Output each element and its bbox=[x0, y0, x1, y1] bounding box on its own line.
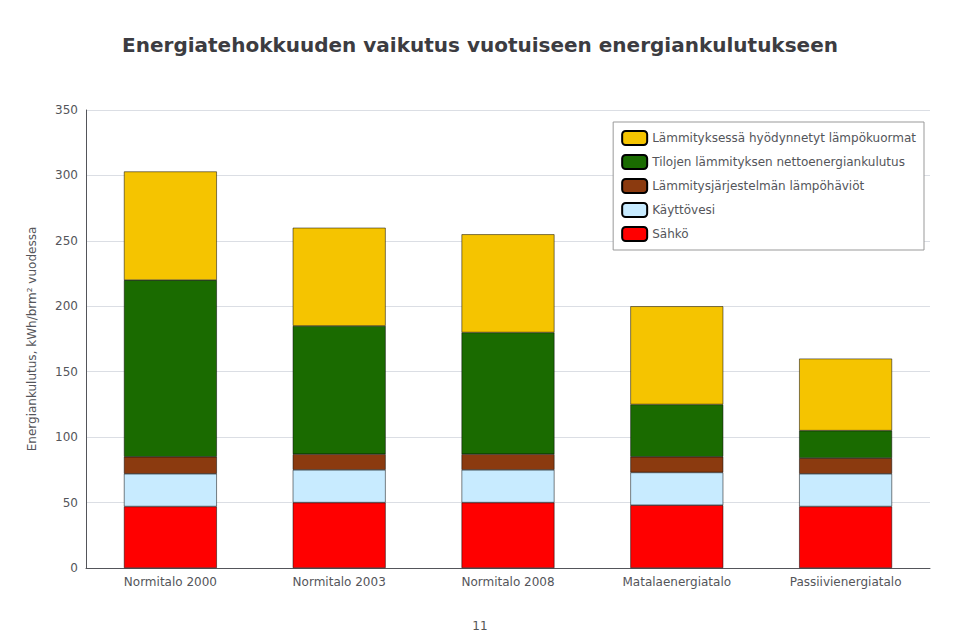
svg-text:50: 50 bbox=[63, 496, 78, 510]
svg-text:Normitalo 2008: Normitalo 2008 bbox=[461, 575, 554, 589]
svg-text:Energiankulutus, kWh/brm² vuod: Energiankulutus, kWh/brm² vuodessa bbox=[25, 227, 39, 452]
svg-text:150: 150 bbox=[55, 365, 78, 379]
svg-text:200: 200 bbox=[55, 299, 78, 313]
svg-text:11: 11 bbox=[472, 619, 487, 633]
svg-text:Lämmityksessä hyödynnetyt lämp: Lämmityksessä hyödynnetyt lämpökuormat bbox=[652, 131, 916, 145]
svg-text:Tilojen lämmityksen nettoenerg: Tilojen lämmityksen nettoenergiankulutus bbox=[651, 155, 905, 169]
svg-text:Passiivienergiatalo: Passiivienergiatalo bbox=[790, 575, 902, 589]
svg-text:Normitalo 2003: Normitalo 2003 bbox=[293, 575, 386, 589]
svg-text:350: 350 bbox=[55, 103, 78, 117]
svg-text:100: 100 bbox=[55, 430, 78, 444]
svg-text:Lämmitysjärjestelmän lämpöhävi: Lämmitysjärjestelmän lämpöhäviöt bbox=[652, 179, 864, 193]
svg-text:0: 0 bbox=[70, 561, 78, 575]
svg-text:Matalaenergiatalo: Matalaenergiatalo bbox=[623, 575, 732, 589]
svg-text:250: 250 bbox=[55, 234, 78, 248]
svg-text:Sähkö: Sähkö bbox=[652, 227, 688, 241]
svg-text:Normitalo 2000: Normitalo 2000 bbox=[124, 575, 217, 589]
svg-text:Energiatehokkuuden vaikutus vu: Energiatehokkuuden vaikutus vuotuiseen e… bbox=[122, 33, 838, 57]
svg-text:300: 300 bbox=[55, 168, 78, 182]
svg-text:Käyttövesi: Käyttövesi bbox=[652, 203, 715, 217]
